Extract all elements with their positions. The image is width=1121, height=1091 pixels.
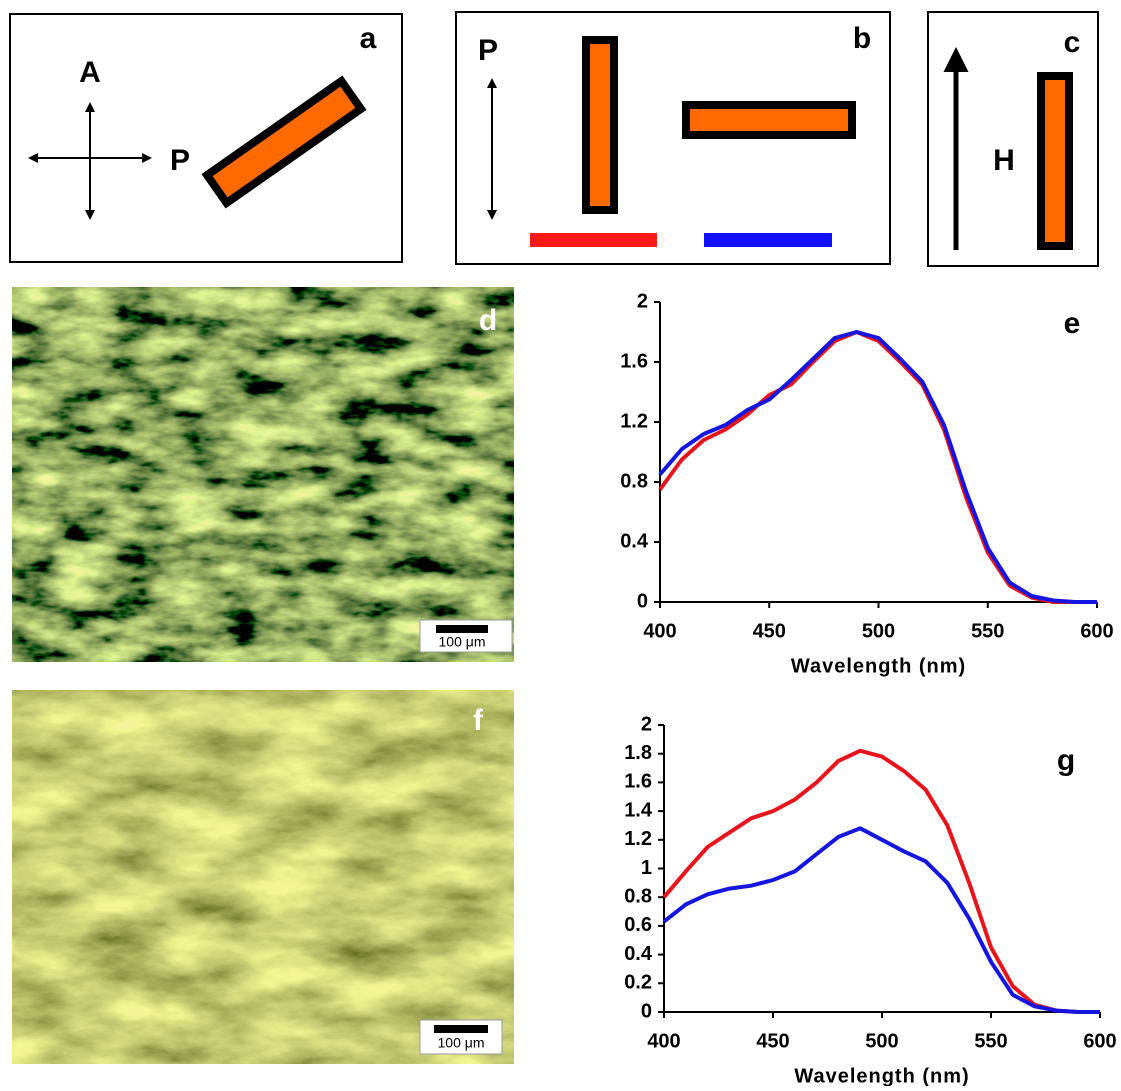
micrograph-texture [12,690,514,1064]
y-tick-label: 1.4 [624,799,653,821]
x-tick-label: 400 [643,620,676,642]
scale-label: 100 μm [438,1035,485,1051]
y-tick-label: 1.2 [620,410,648,432]
panel-label: b [853,22,871,55]
y-tick-label: 1 [641,857,652,879]
panel-label: e [1064,307,1081,340]
micrograph-texture [12,287,514,662]
field-label: H [993,144,1015,177]
rod [682,101,856,139]
rod [582,36,618,214]
panel-frame [455,11,891,265]
y-tick-label: 2 [641,713,652,735]
y-tick-label: 0.8 [620,470,648,492]
panel-label: g [1057,744,1075,777]
y-tick-label: 0.6 [624,914,652,936]
x-tick-label: 550 [971,620,1004,642]
x-axis-label: Wavelength (nm) [791,655,966,677]
polarizer-label: P [478,34,498,67]
x-tick-label: 450 [753,620,786,642]
y-tick-label: 0.4 [620,530,649,552]
rod [201,75,367,209]
panel-label: a [360,22,377,55]
panel-label: d [479,304,497,337]
x-tick-label: 500 [862,620,895,642]
scale-bar [434,1025,488,1033]
panel-label: f [473,704,484,737]
scale-bar [436,625,488,633]
y-tick-label: 2 [637,290,648,312]
y-tick-label: 1.6 [624,771,652,793]
series-line [662,748,1100,1014]
x-tick-label: 600 [1083,1030,1116,1052]
panel-frame [927,11,1099,267]
analyzer-label: A [79,56,101,89]
y-tick-label: 0.2 [624,972,652,994]
y-tick-label: 1.2 [624,828,652,850]
color-bar [530,233,657,247]
y-tick-label: 0 [641,1000,652,1022]
x-tick-label: 500 [865,1030,898,1052]
scale-label: 100 μm [439,634,486,650]
rod [1037,72,1073,250]
scale-box [419,619,513,653]
y-tick-label: 0.4 [624,943,653,965]
panel-label: c [1064,26,1081,59]
x-axis-label: Wavelength (nm) [794,1065,969,1086]
x-tick-label: 600 [1080,620,1113,642]
x-tick-label: 400 [647,1030,680,1052]
y-tick-label: 1.6 [620,350,648,372]
y-tick-label: 1.8 [624,742,652,764]
y-tick-label: 0.8 [624,885,652,907]
x-tick-label: 550 [974,1030,1007,1052]
x-tick-label: 450 [756,1030,789,1052]
y-tick-label: 0 [637,590,648,612]
color-bar [704,233,832,247]
series-line [662,826,1100,1014]
panel-frame [9,13,403,263]
series-line [658,330,1097,604]
series-line [658,330,1097,604]
polarizer-label: P [170,144,190,177]
